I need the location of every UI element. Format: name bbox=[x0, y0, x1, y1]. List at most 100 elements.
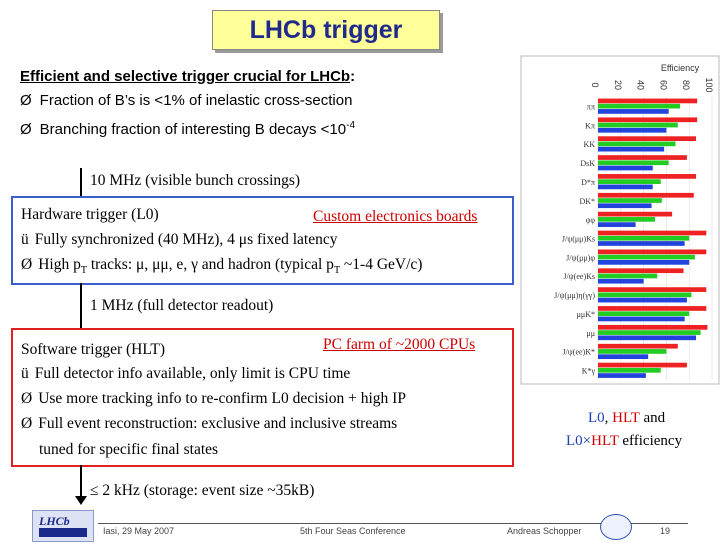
heading: Efficient and selective trigger crucial … bbox=[20, 68, 355, 85]
bullet-2-exponent: -4 bbox=[346, 120, 356, 131]
bar-hlt bbox=[598, 330, 701, 335]
bar-l0-hlt bbox=[598, 297, 687, 303]
arrow-head-icon bbox=[75, 496, 87, 505]
rate-1mhz: 1 MHz (full detector readout) bbox=[90, 297, 274, 314]
software-link[interactable]: PC farm of ~2000 CPUs bbox=[323, 336, 476, 353]
category-label: K*γ bbox=[582, 367, 596, 376]
bar-hlt bbox=[598, 179, 661, 184]
bar-l0-hlt bbox=[598, 241, 685, 246]
x-tick-label: 0 bbox=[590, 82, 600, 87]
rate-2khz: ≤ 2 kHz (storage: event size ~35kB) bbox=[90, 482, 315, 499]
bar-hlt bbox=[598, 349, 667, 354]
legend-hlt-2: HLT bbox=[591, 433, 619, 449]
bar-hlt bbox=[598, 103, 681, 109]
bar-l0 bbox=[598, 230, 707, 236]
x-tick-label: 80 bbox=[681, 80, 691, 90]
category-label: D*π bbox=[581, 178, 595, 187]
category-label: J/ψ(ee)K* bbox=[562, 348, 595, 357]
category-label: μμK* bbox=[577, 310, 595, 319]
hardware-link[interactable]: Custom electronics boards bbox=[313, 208, 478, 225]
hardware-line-1: ü Fully synchronized (40 MHz), 4 μs fixed… bbox=[21, 231, 338, 248]
bar-l0-hlt bbox=[598, 203, 652, 209]
category-label: J/ψ(μμ)Ks bbox=[562, 235, 595, 244]
software-line-3: Ø Full event reconstruction: exclusive an… bbox=[21, 415, 398, 432]
bar-l0 bbox=[598, 136, 697, 142]
lhcb-logo-icon: LHCb bbox=[38, 514, 87, 537]
x-tick-label: 20 bbox=[613, 80, 623, 90]
footer-conference: 5th Four Seas Conference bbox=[300, 526, 406, 536]
bar-hlt bbox=[598, 235, 690, 241]
footer-page-number: 19 bbox=[660, 526, 671, 536]
bar-l0 bbox=[598, 324, 708, 330]
bar-l0-hlt bbox=[598, 109, 669, 114]
bar-l0 bbox=[598, 155, 687, 160]
hardware-title: Hardware trigger (L0) bbox=[21, 206, 159, 223]
bar-l0 bbox=[598, 211, 673, 217]
software-line-2: Ø Use more tracking info to re-confirm L0… bbox=[21, 390, 406, 407]
flow-arrow-3 bbox=[80, 465, 82, 500]
flow-arrow-2 bbox=[80, 283, 82, 328]
bar-l0 bbox=[598, 306, 707, 311]
software-line-1: ü Full detector info available, only limi… bbox=[21, 365, 351, 382]
flow-arrow-1 bbox=[80, 168, 82, 196]
category-label: Kπ bbox=[585, 121, 595, 130]
legend-l0: L0 bbox=[588, 410, 605, 426]
check-icon: ü bbox=[21, 365, 29, 382]
bar-l0-hlt bbox=[598, 184, 653, 190]
bar-hlt bbox=[598, 292, 692, 298]
category-label: φφ bbox=[586, 216, 596, 225]
bar-hlt bbox=[598, 141, 676, 147]
chart-legend-line-1: L0, HLT and bbox=[588, 410, 666, 426]
bullet-1: Ø Fraction of B’s is <1% of inelastic cro… bbox=[20, 92, 352, 109]
bar-l0 bbox=[598, 287, 707, 292]
software-title: Software trigger (HLT) bbox=[21, 341, 166, 358]
category-label: KK bbox=[583, 140, 595, 149]
chart-title: Efficiency bbox=[661, 63, 700, 73]
rate-10mhz: 10 MHz (visible bunch crossings) bbox=[90, 172, 301, 189]
bar-l0 bbox=[598, 249, 707, 255]
footer-divider bbox=[98, 523, 688, 524]
bar-l0 bbox=[598, 117, 698, 123]
bar-l0-hlt bbox=[598, 335, 697, 341]
category-label: ππ bbox=[587, 102, 595, 111]
bullet-2: Ø Branching fraction of interesting B dec… bbox=[20, 120, 355, 138]
bar-l0 bbox=[598, 343, 678, 349]
check-icon: ü bbox=[21, 231, 29, 248]
hardware-line-2: Ø High pT tracks: μ, μμ, e, γ and hadron … bbox=[21, 256, 423, 277]
category-label: J/ψ(ee)Ks bbox=[563, 272, 595, 281]
bullet-arrow-icon: Ø bbox=[21, 415, 33, 432]
bar-l0-hlt bbox=[598, 354, 649, 360]
svg-text:LHCb: LHCb bbox=[38, 514, 70, 528]
footer-author: Andreas Schopper bbox=[507, 526, 582, 536]
bullet-arrow-icon: Ø bbox=[20, 92, 32, 109]
bar-l0-hlt bbox=[598, 278, 644, 284]
bullet-arrow-icon: Ø bbox=[21, 256, 33, 273]
footer-place-date: Iasi, 29 May 2007 bbox=[103, 526, 175, 536]
bar-l0 bbox=[598, 192, 694, 198]
bar-hlt bbox=[598, 198, 662, 203]
software-line-4: tuned for specific final states bbox=[39, 441, 219, 458]
bar-l0 bbox=[598, 174, 697, 179]
bar-l0 bbox=[598, 362, 687, 368]
software-trigger-box: Software trigger (HLT) PC farm of ~2000 … bbox=[11, 328, 514, 467]
efficiency-chart: Efficiency 0 20 40 60 80 100 ππ Kπ KK DsK D*π DK* φ… bbox=[520, 55, 720, 385]
slide-title: LHCb trigger bbox=[249, 16, 403, 44]
x-tick-label: 100 bbox=[704, 77, 714, 92]
bar-l0-hlt bbox=[598, 259, 690, 265]
legend-hlt: HLT bbox=[612, 410, 640, 426]
bar-l0-hlt bbox=[598, 165, 653, 171]
bar-hlt bbox=[598, 217, 655, 222]
bar-hlt bbox=[598, 311, 690, 317]
x-tick-label: 40 bbox=[636, 80, 646, 90]
heading-text: Efficient and selective trigger crucial … bbox=[20, 68, 351, 85]
bar-l0 bbox=[598, 98, 698, 104]
bar-hlt bbox=[598, 273, 658, 279]
bar-hlt bbox=[598, 254, 695, 260]
x-tick-label: 60 bbox=[658, 80, 668, 90]
category-label: J/ψ(μμ)φ bbox=[566, 253, 595, 262]
slide-title-box: LHCb trigger bbox=[212, 10, 440, 50]
category-label: J/ψ(μμ)η(γγ) bbox=[554, 291, 595, 300]
bar-l0-hlt bbox=[598, 316, 685, 322]
bar-l0-hlt bbox=[598, 127, 667, 133]
bar-l0-hlt bbox=[598, 222, 636, 227]
